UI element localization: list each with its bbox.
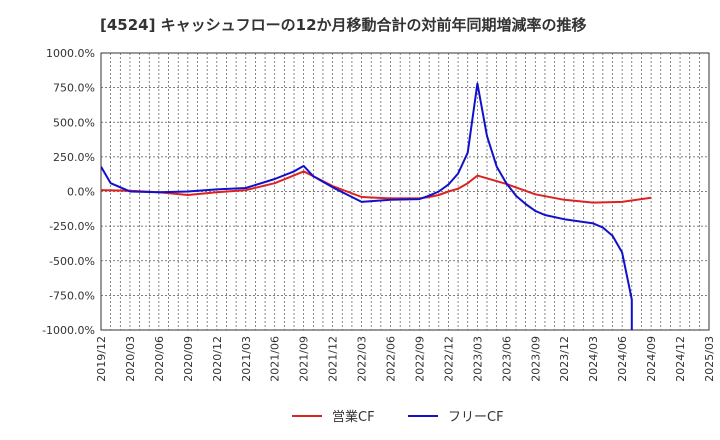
y-tick-label: -1000.0% — [42, 324, 95, 337]
y-tick-label: 750.0% — [53, 82, 95, 95]
x-tick-label: 2021/09 — [298, 336, 311, 382]
y-tick-label: 500.0% — [53, 116, 95, 129]
y-tick-label: -750.0% — [49, 289, 95, 302]
y-tick-label: 1000.0% — [46, 47, 95, 60]
x-tick-label: 2024/09 — [645, 336, 658, 382]
y-tick-label: -500.0% — [49, 255, 95, 268]
y-tick-label: 250.0% — [53, 151, 95, 164]
x-tick-label: 2021/06 — [269, 336, 282, 382]
x-tick-label: 2020/12 — [211, 336, 224, 382]
legend-label: フリーCF — [448, 410, 504, 425]
x-tick-label: 2021/12 — [327, 336, 340, 382]
x-tick-label: 2020/09 — [182, 336, 195, 382]
x-tick-label: 2022/09 — [413, 336, 426, 382]
y-tick-label: 0.0% — [67, 186, 95, 199]
x-tick-label: 2019/12 — [95, 336, 108, 382]
x-tick-label: 2020/06 — [153, 336, 166, 382]
x-tick-label: 2022/06 — [385, 336, 398, 382]
x-tick-label: 2023/06 — [500, 336, 513, 382]
x-tick-label: 2024/12 — [674, 336, 687, 382]
x-tick-label: 2020/03 — [124, 336, 137, 382]
x-tick-label: 2023/09 — [529, 336, 542, 382]
x-tick-label: 2025/03 — [703, 336, 716, 382]
x-tick-label: 2022/12 — [442, 336, 455, 382]
y-tick-label: -250.0% — [49, 220, 95, 233]
x-tick-label: 2024/06 — [616, 336, 629, 382]
series-line-free-cf — [101, 82, 633, 330]
chart-title: [4524] キャッシュフローの12か月移動合計の対前年同期増減率の推移 — [100, 16, 587, 34]
legend-label: 営業CF — [332, 409, 375, 425]
x-tick-label: 2023/12 — [558, 336, 571, 382]
x-tick-label: 2024/03 — [587, 336, 600, 382]
x-tick-label: 2021/03 — [240, 336, 253, 382]
x-tick-label: 2022/03 — [356, 336, 369, 382]
x-tick-label: 2023/03 — [471, 336, 484, 382]
